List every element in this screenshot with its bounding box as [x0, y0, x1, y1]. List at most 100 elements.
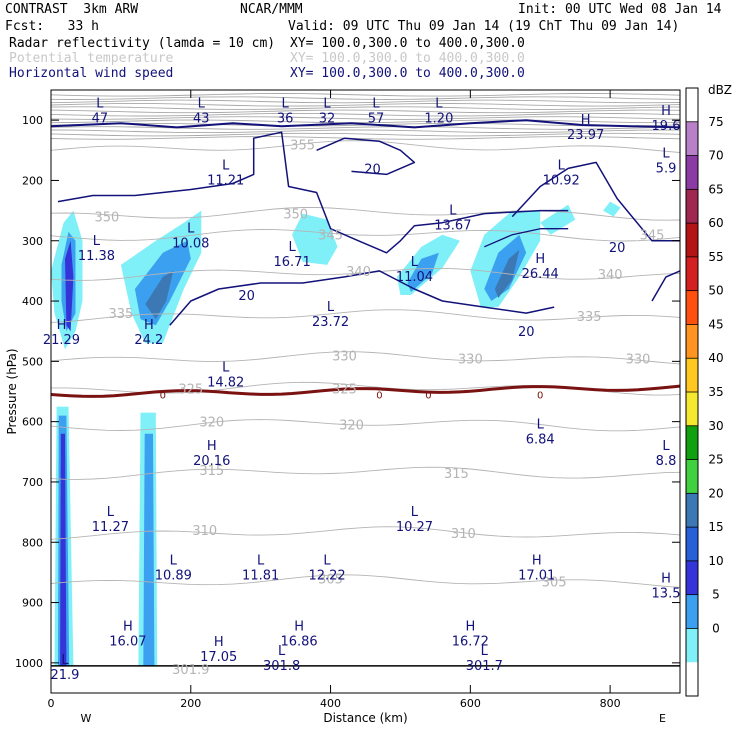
y-tick-label: 300 [22, 235, 43, 248]
wind-extremum-marker: L [411, 505, 419, 520]
wind-extremum-value: 17.01 [518, 568, 555, 583]
colorbar-level-label: 0 [712, 621, 720, 635]
wind-extremum-value: 16.86 [280, 635, 317, 650]
theta-strat-contour [50, 116, 681, 120]
freezing-level-line [50, 384, 681, 398]
wind-extremum-value: 19.6 [652, 119, 681, 134]
theta-contour [50, 466, 681, 480]
colorbar-level-label: 5 [712, 588, 720, 602]
wind-contour-20 [511, 161, 680, 242]
x-end-label-east: E [659, 712, 666, 725]
wind-extremum-value: 11.27 [92, 520, 129, 535]
wind-extremum-marker: L [537, 418, 545, 433]
wind-extremum-marker: L [558, 158, 566, 173]
freezing-level-label: 0 [425, 391, 431, 402]
reflectivity-cell [407, 252, 439, 292]
colorbar-segment [686, 594, 698, 629]
wind-extremum-marker: L [198, 96, 206, 111]
wind-extremum-value: 23.97 [567, 128, 604, 143]
reflectivity-cell [145, 270, 174, 320]
wind-extremum-value: 13.5 [652, 586, 681, 601]
wind-contour-label: 20 [518, 325, 535, 340]
wind-extremum-value: 24.2 [134, 333, 163, 348]
colorbar-level-label: 30 [708, 419, 723, 433]
reflectivity-cell [60, 433, 67, 666]
wind-extremum-value: 11.38 [78, 249, 115, 264]
wind-contour-20 [484, 228, 569, 248]
wind-extremum-value: 20.16 [193, 454, 230, 469]
wind-extremum-marker: L [187, 222, 195, 237]
wind-extremum-marker: L [662, 146, 670, 161]
wind-extremum-value: 10.92 [543, 173, 580, 188]
reflectivity-cell [603, 201, 621, 217]
theta-strat-contour [50, 119, 681, 124]
x-tick-label: 600 [460, 697, 481, 710]
colorbar-level-label: 35 [708, 385, 723, 399]
valid-time: Valid: 09 UTC Thu 09 Jan 14 (19 ChT Thu … [288, 19, 680, 34]
wind-extremum-marker: H [532, 553, 542, 568]
wind-extremum-value: 301.7 [466, 659, 503, 674]
wind-extremum-value: 16.07 [109, 635, 146, 650]
y-tick-label: 100 [22, 114, 43, 127]
wind-extremum-marker: H [207, 439, 217, 454]
theta-strat-contour [50, 112, 681, 117]
theta-strat-contour [50, 126, 681, 130]
wind-extremum-value: 1.20 [424, 111, 453, 126]
colorbar-segment [686, 425, 698, 461]
theta-contour-label: 330 [332, 349, 357, 364]
wind-extremum-marker: L [257, 553, 265, 568]
colorbar-segment [686, 527, 698, 562]
wind-extremum-value: 11.21 [207, 173, 244, 188]
theta-strat-contour [50, 93, 681, 97]
theta-contour-label: 340 [598, 268, 623, 283]
reflectivity-cell [292, 213, 338, 265]
colorbar-level-label: 45 [708, 317, 723, 331]
x-end-label-west: W [80, 712, 91, 725]
wind-contour-label: 20 [238, 289, 255, 304]
wind-extremum-value: 17.05 [200, 650, 237, 665]
colorbar-segment [686, 256, 698, 292]
theta-contour-label: 330 [626, 352, 651, 367]
colorbar-level-label: 75 [708, 115, 723, 129]
wind-extremum-value: 47 [92, 111, 109, 126]
colorbar-segment [686, 358, 698, 393]
colorbar-level-label: 70 [708, 149, 723, 163]
colorbar-unit: dBZ [708, 83, 732, 97]
wind-extremum-value: 36 [277, 111, 294, 126]
wind-extremum-marker: L [327, 300, 335, 315]
wind-extremum-marker: H [57, 318, 67, 333]
center-label: NCAR/MMM [240, 2, 303, 17]
y-tick-label: 800 [22, 536, 43, 549]
init-time: Init: 00 UTC Wed 08 Jan 14 [518, 2, 722, 17]
theta-contour [50, 140, 681, 153]
colorbar-level-label: 10 [708, 554, 723, 568]
theta-contour [50, 207, 681, 221]
wind-extremum-value: 11.81 [242, 568, 279, 583]
wind-extremum-value: 21.9 [51, 668, 80, 683]
theta-contour-label: 320 [339, 419, 364, 434]
y-tick-label: 600 [22, 416, 43, 429]
wind-extremum-marker: L [481, 644, 489, 659]
theta-contour-label: 325 [332, 382, 357, 397]
wind-extremum-marker: L [222, 360, 230, 375]
colorbar-level-label: 40 [708, 351, 723, 365]
model-title: CONTRAST 3km ARW [5, 2, 139, 17]
theta-contour-label: 335 [108, 307, 133, 322]
wind-contour-20 [651, 270, 681, 302]
theta-strat-contour [50, 132, 681, 137]
colorbar-segment [686, 662, 698, 697]
theta-strat-contour [50, 96, 681, 100]
wind-extremum-marker: H [144, 318, 154, 333]
colorbar-segment [686, 493, 698, 528]
colorbar-segment [686, 88, 698, 123]
wind-extremum-marker: L [107, 505, 115, 520]
wind-contour-20 [57, 131, 569, 254]
wind-extremum-marker: L [435, 96, 443, 111]
field-reflectivity-xy: XY= 100.0,300.0 to 400.0,300.0 [290, 36, 525, 51]
theta-contour [50, 526, 681, 540]
theta-contour-label: 350 [283, 208, 308, 223]
theta-contour-label: 310 [451, 527, 476, 542]
field-wind: Horizontal wind speed [9, 66, 174, 81]
wind-extremum-marker: H [123, 620, 133, 635]
y-tick-label: 200 [22, 174, 43, 187]
